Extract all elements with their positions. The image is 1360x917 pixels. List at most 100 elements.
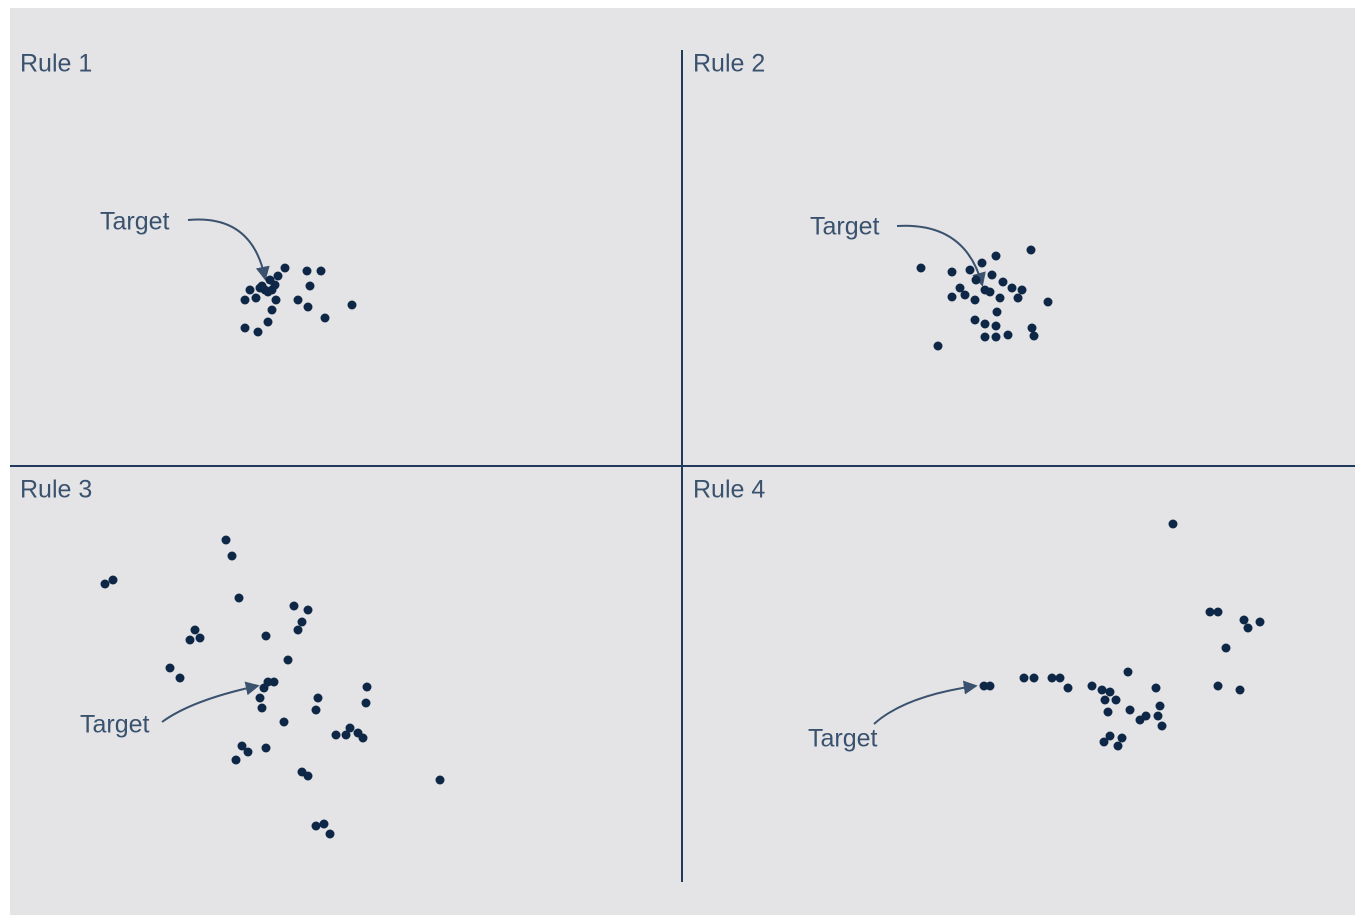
shot-dot — [1255, 617, 1265, 627]
shot-dot — [289, 601, 299, 611]
shot-dot — [1105, 731, 1115, 741]
shot-dot — [320, 313, 330, 323]
shot-dot — [341, 730, 351, 740]
shot-dot — [1099, 737, 1109, 747]
shot-dot — [933, 341, 943, 351]
shot-dot — [108, 575, 118, 585]
shot-dot — [255, 693, 265, 703]
shot-dot — [293, 625, 303, 635]
shot-dot — [985, 681, 995, 691]
shot-dot — [243, 747, 253, 757]
shot-dot — [947, 292, 957, 302]
shot-dot — [1135, 715, 1145, 725]
shot-dot — [185, 635, 195, 645]
shot-dot — [1213, 607, 1223, 617]
shot-dot — [261, 743, 271, 753]
shot-dot — [1026, 245, 1036, 255]
shot-dot — [271, 295, 281, 305]
shot-dot — [970, 295, 980, 305]
shot-dot — [273, 271, 283, 281]
target-label: Target — [80, 711, 150, 739]
shot-dot — [280, 263, 290, 273]
shot-dot — [195, 633, 205, 643]
shot-dot — [987, 270, 997, 280]
shot-dot — [1017, 285, 1027, 295]
shot-dot — [1213, 681, 1223, 691]
shot-dot — [165, 663, 175, 673]
shot-dot — [325, 829, 335, 839]
shot-dot — [947, 267, 957, 277]
shot-dot — [311, 821, 321, 831]
shot-dot — [980, 319, 990, 329]
shot-dot — [1151, 683, 1161, 693]
shot-dot — [992, 307, 1002, 317]
shot-dot — [261, 631, 271, 641]
target-arrow — [187, 218, 270, 281]
shot-dot — [303, 771, 313, 781]
shot-dot — [1100, 695, 1110, 705]
shot-dot — [361, 698, 371, 708]
shot-dot — [358, 733, 368, 743]
shot-dot — [985, 287, 995, 297]
target-label: Target — [100, 208, 170, 236]
shot-dot — [1157, 721, 1167, 731]
shot-dot — [253, 327, 263, 337]
shot-dot — [227, 551, 237, 561]
shot-dot — [347, 300, 357, 310]
shot-dot — [1003, 330, 1013, 340]
shot-dot — [971, 275, 981, 285]
target-label: Target — [808, 725, 878, 753]
shot-dot — [1019, 673, 1029, 683]
shot-dot — [221, 535, 231, 545]
shot-dot — [293, 295, 303, 305]
shot-dot — [1103, 707, 1113, 717]
shot-dot — [1117, 733, 1127, 743]
shot-dot — [1113, 741, 1123, 751]
shot-dot — [916, 263, 926, 273]
target-arrow — [896, 224, 986, 287]
shot-dot — [316, 266, 326, 276]
shot-dot — [1221, 643, 1231, 653]
shot-dot — [231, 755, 241, 765]
shot-dot — [190, 625, 200, 635]
panel-title: Rule 1 — [20, 50, 92, 78]
shot-dot — [331, 730, 341, 740]
shot-dot — [267, 305, 277, 315]
shot-dot — [257, 703, 267, 713]
shot-dot — [1105, 687, 1115, 697]
shot-dot — [998, 277, 1008, 287]
panel-title: Rule 3 — [20, 476, 92, 504]
target-label: Target — [810, 213, 880, 241]
shot-dot — [302, 266, 312, 276]
shot-dot — [305, 281, 315, 291]
shot-dot — [960, 290, 970, 300]
shot-dot — [1013, 293, 1023, 303]
shot-dot — [1063, 683, 1073, 693]
shot-dot — [303, 302, 313, 312]
shot-dot — [991, 332, 1001, 342]
shot-dot — [279, 717, 289, 727]
shot-dot — [1029, 673, 1039, 683]
shot-dot — [1029, 331, 1039, 341]
shot-dot — [237, 741, 247, 751]
shot-dot — [1111, 695, 1121, 705]
shot-dot — [1027, 323, 1037, 333]
shot-dot — [1097, 685, 1107, 695]
shot-dot — [1087, 681, 1097, 691]
shot-dot — [362, 682, 372, 692]
shot-dot — [965, 265, 975, 275]
shot-dot — [257, 281, 267, 291]
shot-dot — [240, 323, 250, 333]
shot-dot — [1047, 673, 1057, 683]
shot-dot — [970, 315, 980, 325]
shot-dot — [1043, 297, 1053, 307]
shot-dot — [259, 683, 269, 693]
shot-dot — [303, 605, 313, 615]
shot-dot — [234, 593, 244, 603]
shot-dot — [345, 723, 355, 733]
shot-dot — [1125, 705, 1135, 715]
shot-dot — [240, 295, 250, 305]
shot-dot — [1055, 673, 1065, 683]
shot-dot — [100, 579, 110, 589]
